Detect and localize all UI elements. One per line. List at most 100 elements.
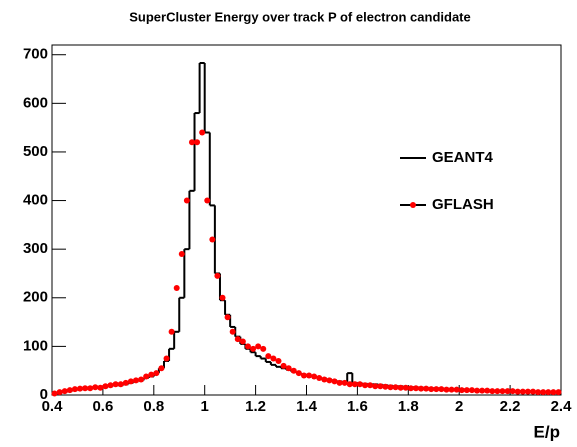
legend-marker (410, 202, 416, 208)
y-tick-label: 200 (23, 289, 48, 306)
data-point (377, 383, 384, 390)
data-point (311, 373, 318, 380)
data-point (550, 389, 557, 396)
chart-title: SuperCluster Energy over track P of elec… (129, 9, 471, 24)
data-point (423, 385, 430, 392)
x-axis-label: E/p (534, 422, 560, 441)
data-point (540, 389, 547, 396)
x-tick-label: 2.2 (500, 398, 521, 415)
data-point (183, 197, 190, 204)
data-point (453, 386, 460, 393)
x-tick-label: 1.4 (296, 398, 318, 415)
data-point (112, 381, 119, 388)
data-point (402, 384, 409, 391)
data-point (295, 370, 302, 377)
x-tick-label: 0.8 (143, 398, 164, 415)
data-point (463, 387, 470, 394)
data-point (331, 378, 338, 385)
data-point (132, 377, 139, 384)
data-point (204, 197, 211, 204)
data-point (97, 384, 104, 391)
x-tick-label: 0.6 (92, 398, 113, 415)
data-point (458, 387, 465, 394)
data-point (87, 385, 94, 392)
data-point (499, 388, 506, 395)
y-tick-label: 300 (23, 240, 48, 257)
data-point (66, 387, 73, 394)
x-tick-label: 0.4 (42, 398, 64, 415)
data-point (443, 386, 450, 393)
data-point (392, 384, 399, 391)
data-point (479, 387, 486, 394)
data-point (188, 139, 195, 146)
data-point (260, 345, 267, 352)
data-point (494, 388, 501, 395)
x-tick-label: 2 (455, 398, 463, 415)
data-point (290, 367, 297, 374)
data-point (224, 314, 231, 321)
data-point (524, 388, 531, 395)
data-point (362, 382, 369, 389)
data-point (214, 272, 221, 279)
data-point (209, 236, 216, 243)
data-point (418, 385, 425, 392)
data-point (504, 388, 511, 395)
data-point (372, 383, 379, 390)
data-point (351, 381, 358, 388)
data-point (341, 379, 348, 386)
y-tick-label: 400 (23, 192, 48, 209)
data-point (514, 388, 521, 395)
data-point (255, 343, 262, 350)
data-point (239, 338, 246, 345)
data-point (397, 384, 404, 391)
data-point (148, 371, 155, 378)
data-point (285, 365, 292, 372)
data-point (82, 385, 89, 392)
data-point (356, 381, 363, 388)
data-point (117, 381, 124, 388)
data-point (71, 386, 78, 393)
data-point (92, 384, 99, 391)
data-point (321, 376, 328, 383)
x-tick-label: 1.2 (245, 398, 266, 415)
data-point (61, 388, 68, 395)
data-point (545, 389, 552, 396)
data-point (489, 388, 496, 395)
data-point (382, 383, 389, 390)
legend-label: GEANT4 (432, 149, 494, 166)
data-point (519, 388, 526, 395)
data-point (219, 294, 226, 301)
data-point (76, 385, 83, 392)
data-point (127, 378, 134, 385)
data-point (474, 387, 481, 394)
data-point (122, 379, 129, 386)
data-point (468, 387, 475, 394)
data-point (158, 365, 165, 372)
data-point (316, 374, 323, 381)
data-point (530, 388, 537, 395)
data-point (194, 139, 201, 146)
data-point (51, 390, 58, 397)
data-point (275, 357, 282, 364)
legend-label: GFLASH (432, 196, 494, 213)
data-point (270, 355, 277, 362)
x-tick-label: 1.8 (398, 398, 419, 415)
data-point (535, 389, 542, 396)
y-tick-label: 700 (23, 46, 48, 63)
data-point (300, 372, 307, 379)
data-point (56, 389, 63, 396)
data-point (107, 382, 114, 389)
data-point (280, 362, 287, 369)
data-point (153, 370, 160, 377)
data-point (448, 386, 455, 393)
data-point (326, 377, 333, 384)
data-point (199, 129, 206, 136)
data-point (163, 355, 170, 362)
data-point (250, 345, 257, 352)
data-point (433, 386, 440, 393)
data-point (178, 251, 185, 258)
x-tick-label: 1.6 (347, 398, 368, 415)
